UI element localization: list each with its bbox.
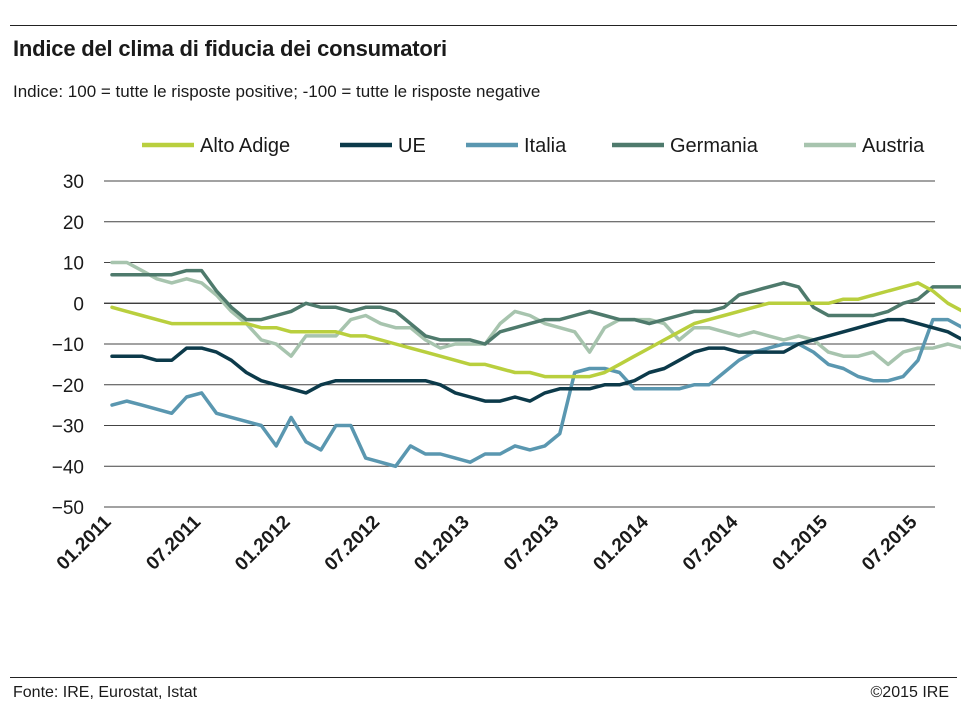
copyright-note: ©2015 IRE: [870, 684, 950, 701]
x-tick-label: 01.2012: [231, 512, 294, 575]
source-note: Fonte: IRE, Eurostat, Istat: [13, 684, 198, 701]
legend-item-austria: Austria: [804, 135, 925, 157]
legend-item-germania: Germania: [612, 135, 759, 157]
legend-label: Italia: [524, 135, 567, 157]
legend-item-italia: Italia: [466, 135, 567, 157]
x-tick-label: 07.2014: [679, 511, 743, 575]
y-tick-label: 30: [63, 172, 84, 193]
series-line-italia: [110, 317, 961, 469]
legend: Alto Adige UE Italia Germania Austria: [142, 135, 925, 157]
x-tick-label: 07.2011: [142, 511, 205, 574]
series-line-ue: [110, 317, 961, 403]
line-chart: Alto Adige UE Italia Germania Austria 30 20 10…: [52, 135, 961, 575]
x-tick-label: 01.2011: [53, 511, 116, 574]
x-tick-label: 07.2012: [321, 512, 384, 575]
top-rule: [10, 25, 957, 26]
legend-label: Alto Adige: [200, 135, 290, 157]
x-tick-label: 07.2015: [858, 511, 922, 575]
x-tick-label: 01.2013: [410, 512, 473, 575]
series-line-alto-adige: [110, 281, 961, 379]
y-tick-label: 10: [63, 254, 84, 275]
x-tick-label: 01.2014: [589, 511, 653, 575]
y-tick-label: −30: [52, 417, 84, 438]
y-tick-label: 0: [73, 294, 84, 315]
x-tick-label: 01.2015: [769, 511, 833, 575]
x-tick-label: 07.2013: [500, 512, 563, 575]
legend-item-ue: UE: [340, 135, 426, 157]
grid: [104, 180, 935, 508]
legend-label: UE: [398, 135, 426, 157]
legend-item-alto-adige: Alto Adige: [142, 135, 290, 157]
bottom-rule: [10, 677, 957, 678]
series-lines: [110, 260, 961, 469]
series-line-germania: [110, 268, 961, 346]
chart-subtitle: Indice: 100 = tutte le risposte positive…: [13, 82, 541, 101]
y-tick-label: −20: [52, 376, 84, 397]
y-axis: 30 20 10 0 −10 −20 −30 −40 −50: [52, 172, 84, 519]
chart-title: Indice del clima di fiducia dei consumat…: [13, 36, 447, 61]
legend-label: Austria: [862, 135, 925, 157]
series-line-austria: [110, 260, 961, 367]
legend-label: Germania: [670, 135, 759, 157]
x-axis: 01.2011 07.2011 01.2012 07.2012 01.2013 07.20…: [53, 511, 922, 575]
y-tick-label: 20: [63, 213, 84, 234]
y-tick-label: −10: [52, 335, 84, 356]
y-tick-label: −40: [52, 457, 84, 478]
y-tick-label: −50: [52, 498, 84, 519]
